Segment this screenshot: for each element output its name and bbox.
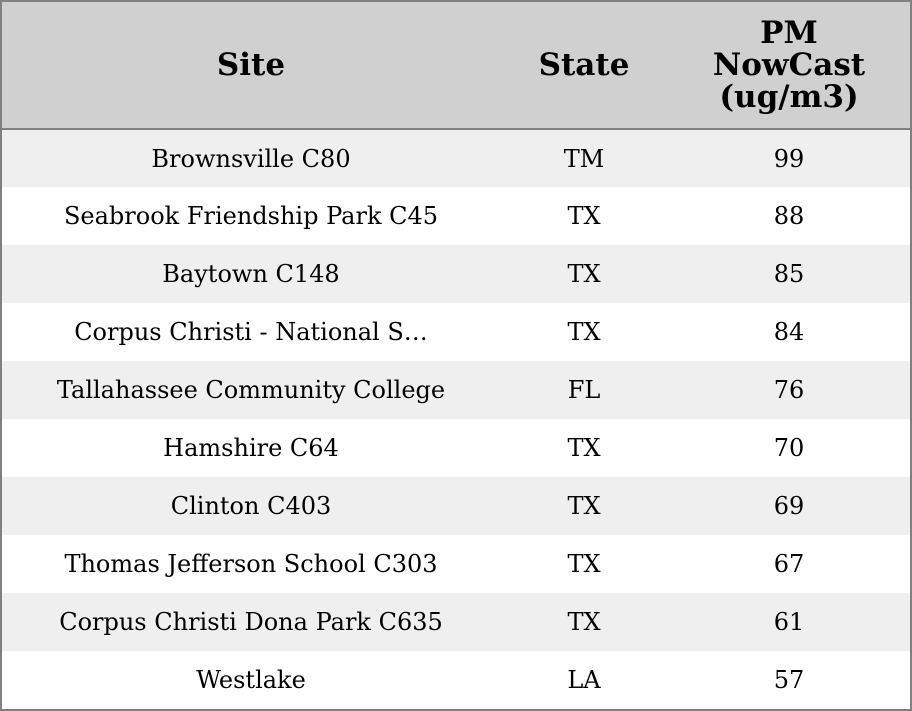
cell-site: Brownsville C80 [151,144,351,173]
table-row: Corpus Christi Dona Park C635 TX 61 [2,593,910,651]
cell-state: TX [567,434,601,462]
cell-pm-value: 85 [773,260,805,288]
cell-state: TX [567,608,601,636]
cell-site: Tallahassee Community College [56,376,446,404]
cell-site: Hamshire C64 [163,434,339,462]
cell-site: Seabrook Friendship Park C45 [63,202,439,230]
table-row: Hamshire C64 TX 70 [2,419,910,477]
cell-state: TX [567,492,601,520]
cell-pm-value: 57 [773,665,805,694]
cell-state: TX [567,260,601,288]
column-header-pm-nowcast-line2: NowCast [712,47,866,83]
cell-state: TX [567,550,601,578]
table-header-row: Site State PM NowCast (ug/m3) [2,2,910,130]
cell-state: FL [567,376,601,404]
cell-site: Clinton C403 [170,492,332,520]
table-row: Seabrook Friendship Park C45 TX 88 [2,187,910,245]
column-header-pm-nowcast-line1: PM [760,15,818,51]
cell-pm-value: 84 [773,318,805,346]
column-header-site: Site [2,2,500,130]
cell-state: TM [563,144,605,173]
cell-site: Corpus Christi Dona Park C635 [59,608,443,636]
cell-state: LA [567,665,601,694]
table-row: Thomas Jefferson School C303 TX 67 [2,535,910,593]
table-row: Brownsville C80 TM 99 [2,129,910,187]
cell-pm-value: 88 [773,202,805,230]
table-row: Baytown C148 TX 85 [2,245,910,303]
table-row: Corpus Christi - National S… TX 84 [2,303,910,361]
cell-state: TX [567,318,601,346]
cell-pm-value: 67 [773,550,805,578]
table-row: Westlake LA 57 [2,651,910,708]
table-row: Tallahassee Community College FL 76 [2,361,910,419]
column-header-pm-nowcast-line3: (ug/m3) [719,79,859,115]
cell-state: TX [567,202,601,230]
column-header-pm-nowcast: PM NowCast (ug/m3) [668,2,910,130]
cell-pm-value: 61 [773,608,805,636]
cell-site: Thomas Jefferson School C303 [64,550,438,578]
cell-site: Westlake [196,665,306,694]
cell-pm-value: 69 [773,492,805,520]
cell-site: Corpus Christi - National S… [74,318,428,346]
column-header-state: State [500,2,668,130]
cell-pm-value: 76 [773,376,805,404]
table-row: Clinton C403 TX 69 [2,477,910,535]
cell-pm-value: 99 [773,144,805,173]
cell-pm-value: 70 [773,434,805,462]
cell-site: Baytown C148 [162,260,340,288]
